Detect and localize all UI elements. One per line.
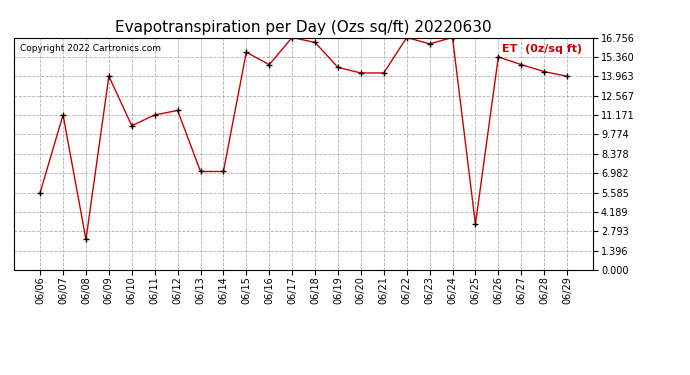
ET  (0z/sq ft) xyxy=(59,113,67,117)
ET  (0z/sq ft) xyxy=(105,74,113,78)
ET  (0z/sq ft) xyxy=(128,123,136,128)
ET  (0z/sq ft) xyxy=(36,190,44,195)
ET  (0z/sq ft) xyxy=(334,65,342,70)
ET  (0z/sq ft) xyxy=(380,71,388,75)
ET  (0z/sq ft) xyxy=(402,35,411,40)
ET  (0z/sq ft) xyxy=(173,108,181,112)
Text: ET  (0z/sq ft): ET (0z/sq ft) xyxy=(502,45,582,54)
Text: Copyright 2022 Cartronics.com: Copyright 2022 Cartronics.com xyxy=(19,45,161,54)
Line: ET  (0z/sq ft): ET (0z/sq ft) xyxy=(37,34,571,243)
ET  (0z/sq ft) xyxy=(219,169,228,174)
ET  (0z/sq ft) xyxy=(563,74,571,78)
ET  (0z/sq ft) xyxy=(265,62,273,67)
ET  (0z/sq ft) xyxy=(242,50,250,54)
ET  (0z/sq ft) xyxy=(471,222,480,226)
ET  (0z/sq ft) xyxy=(288,35,296,40)
ET  (0z/sq ft) xyxy=(311,40,319,45)
ET  (0z/sq ft) xyxy=(357,71,365,75)
ET  (0z/sq ft) xyxy=(82,237,90,242)
ET  (0z/sq ft) xyxy=(494,55,502,59)
ET  (0z/sq ft) xyxy=(540,69,549,74)
ET  (0z/sq ft) xyxy=(448,35,457,40)
ET  (0z/sq ft) xyxy=(197,169,205,174)
ET  (0z/sq ft) xyxy=(426,42,434,46)
ET  (0z/sq ft) xyxy=(150,113,159,117)
ET  (0z/sq ft) xyxy=(517,62,525,67)
Title: Evapotranspiration per Day (Ozs sq/ft) 20220630: Evapotranspiration per Day (Ozs sq/ft) 2… xyxy=(115,20,492,35)
